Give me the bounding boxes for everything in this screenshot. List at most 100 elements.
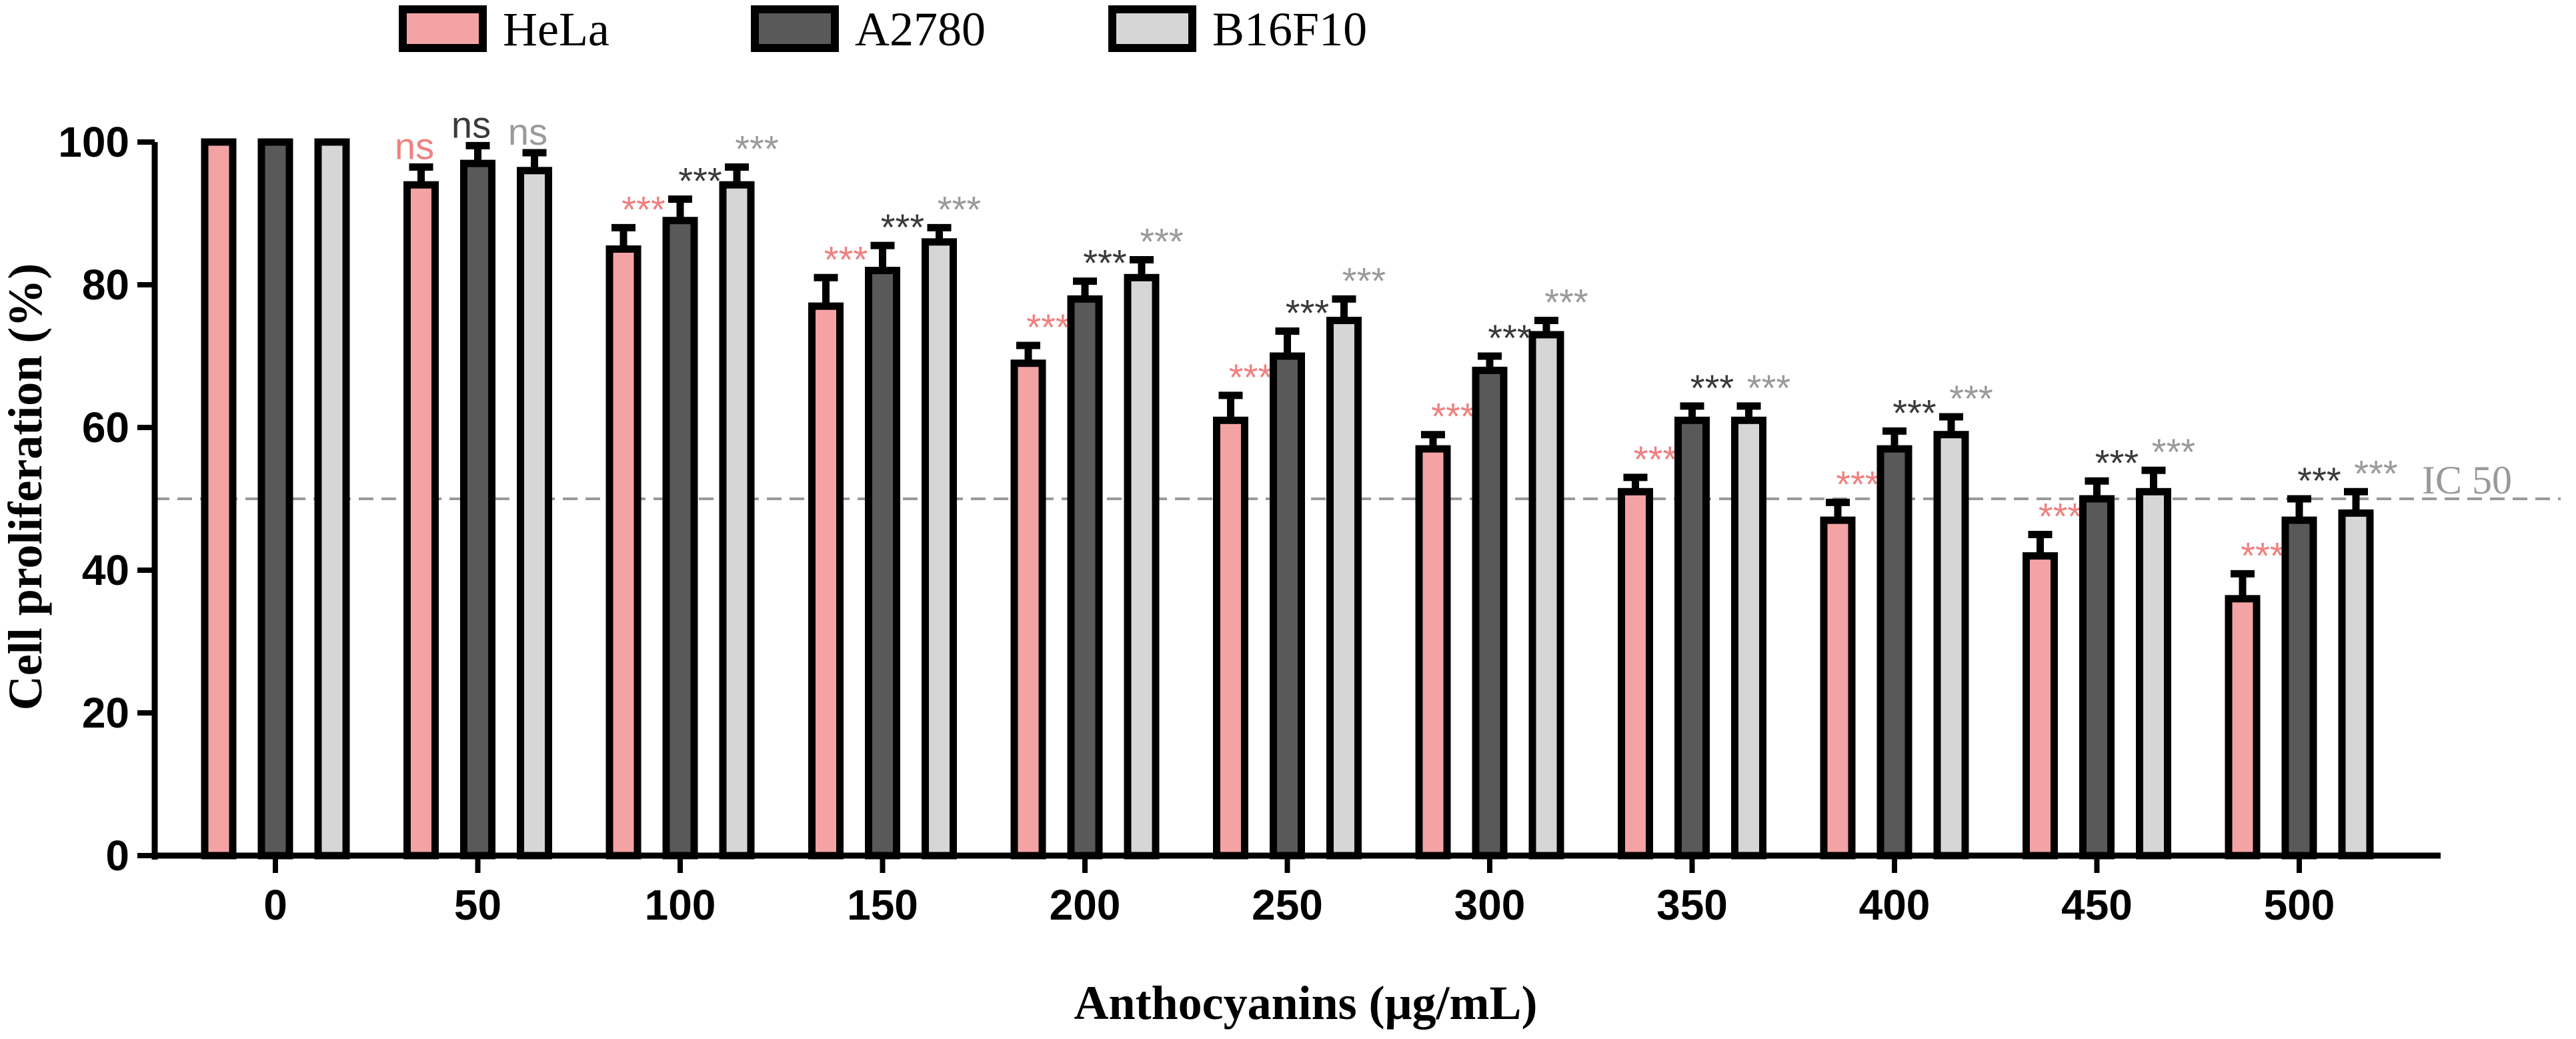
significance-a2780-300: *** <box>1488 317 1531 359</box>
legend-label-a2780: A2780 <box>855 3 986 56</box>
x-tick-label-350: 350 <box>1656 881 1728 929</box>
error-bar-a2780-400 <box>1882 427 1906 449</box>
error-bar-hela-400 <box>1826 498 1850 521</box>
error-bar-hela-250 <box>1218 391 1243 421</box>
significance-hela-300: *** <box>1431 395 1474 437</box>
legend-label-b16f10: B16F10 <box>1212 3 1367 56</box>
significance-b16f10-300: *** <box>1544 281 1588 323</box>
x-tick-label-250: 250 <box>1252 881 1323 929</box>
bar-b16f10-350 <box>1731 416 1766 860</box>
error-bar-hela-200 <box>1016 341 1040 363</box>
y-axis-title: Cell proliferation (%) <box>0 263 52 711</box>
bar-hela-300 <box>1415 445 1451 860</box>
ic50-label: IC 50 <box>2422 458 2512 502</box>
bar-b16f10-500 <box>2338 509 2374 860</box>
significance-a2780-400: *** <box>1892 391 1936 433</box>
significance-a2780-50: ns <box>451 103 491 145</box>
bar-b16f10-50 <box>517 167 552 860</box>
bar-hela-100 <box>605 245 641 860</box>
error-bar-hela-300 <box>1421 431 1445 449</box>
bar-hela-150 <box>808 302 844 860</box>
bar-hela-400 <box>1820 516 1856 860</box>
error-bar-b16f10-100 <box>725 163 749 185</box>
y-tick-label-100: 100 <box>58 118 129 166</box>
error-bar-b16f10-150 <box>927 223 952 242</box>
significance-a2780-100: *** <box>678 160 722 202</box>
significance-hela-350: *** <box>1634 438 1677 480</box>
bar-a2780-500 <box>2281 516 2317 860</box>
error-bar-b16f10-200 <box>1130 256 1154 278</box>
bar-b16f10-400 <box>1933 431 1969 860</box>
bar-b16f10-450 <box>2136 487 2171 860</box>
error-bar-b16f10-50 <box>522 149 547 171</box>
x-tick-label-400: 400 <box>1859 881 1930 929</box>
significance-hela-150: *** <box>824 238 868 280</box>
bar-hela-500 <box>2225 595 2261 860</box>
bar-b16f10-300 <box>1528 331 1564 860</box>
significance-a2780-500: *** <box>2297 459 2341 501</box>
error-bar-b16f10-350 <box>1736 402 1761 421</box>
error-bar-a2780-500 <box>2287 495 2311 521</box>
error-bar-hela-500 <box>2231 570 2255 599</box>
error-bar-hela-50 <box>409 163 433 185</box>
bar-a2780-150 <box>865 267 900 860</box>
bar-a2780-350 <box>1674 416 1710 860</box>
error-bar-b16f10-450 <box>2141 466 2166 492</box>
bar-a2780-250 <box>1270 352 1305 860</box>
significance-a2780-450: *** <box>2095 441 2139 483</box>
error-bar-a2780-250 <box>1275 327 1300 356</box>
significance-b16f10-150: *** <box>938 188 981 230</box>
error-bar-hela-450 <box>2028 531 2053 556</box>
error-bar-hela-150 <box>814 273 838 307</box>
significance-hela-500: *** <box>2241 534 2284 576</box>
significance-hela-200: *** <box>1026 306 1070 348</box>
significance-b16f10-100: *** <box>735 127 778 169</box>
significance-b16f10-350: *** <box>1747 367 1790 409</box>
bar-b16f10-0 <box>314 138 350 860</box>
legend-item-a2780: A2780 <box>751 3 986 56</box>
legend-swatch-a2780 <box>751 5 839 52</box>
legend-item-hela: HeLa <box>399 3 609 56</box>
bars-group: ns *** *** *** *** *** *** *** *** *** ns *** *** ***… <box>201 103 2398 860</box>
x-tick-label-300: 300 <box>1454 881 1526 929</box>
significance-hela-100: *** <box>621 188 665 230</box>
legend: HeLa A2780 B16F10 <box>399 3 1367 56</box>
x-tick-label-500: 500 <box>2264 881 2335 929</box>
error-bar-a2780-350 <box>1680 402 1704 421</box>
x-tick-label-50: 50 <box>454 881 501 929</box>
bar-a2780-450 <box>2079 495 2115 860</box>
significance-a2780-150: *** <box>881 206 924 248</box>
x-tick-label-150: 150 <box>847 881 918 929</box>
significance-hela-450: *** <box>2039 495 2082 538</box>
bar-a2780-400 <box>1876 445 1912 860</box>
error-bar-a2780-50 <box>465 141 490 164</box>
error-bar-b16f10-400 <box>1939 413 1963 435</box>
significance-hela-250: *** <box>1229 356 1272 398</box>
x-tick-label-0: 0 <box>263 881 287 929</box>
error-bar-a2780-100 <box>668 195 692 221</box>
y-tick-label-0: 0 <box>105 832 129 880</box>
axes: 0 20 40 60 80 100 0 50 100 150 200 250 300 350 400 450 5… <box>58 118 2441 929</box>
legend-swatch-b16f10 <box>1108 5 1196 52</box>
bar-a2780-200 <box>1067 295 1103 860</box>
bar-b16f10-100 <box>719 181 755 860</box>
error-bar-hela-350 <box>1623 473 1648 492</box>
error-bar-b16f10-250 <box>1332 295 1356 321</box>
error-bar-b16f10-300 <box>1534 317 1558 335</box>
bar-a2780-100 <box>662 217 698 860</box>
bar-hela-250 <box>1213 416 1248 860</box>
significance-hela-400: *** <box>1836 463 1879 505</box>
x-tick-label-100: 100 <box>645 881 716 929</box>
bar-b16f10-250 <box>1326 317 1362 860</box>
significance-hela-50: ns <box>395 125 434 167</box>
significance-b16f10-200: *** <box>1140 221 1183 263</box>
bar-b16f10-150 <box>922 238 957 860</box>
x-axis-title: Anthocyanins (μg/mL) <box>1074 976 1538 1030</box>
error-bar-a2780-300 <box>1478 352 1502 371</box>
bar-a2780-300 <box>1472 366 1508 860</box>
significance-a2780-200: *** <box>1083 242 1126 284</box>
legend-label-hela: HeLa <box>503 3 609 56</box>
error-bar-a2780-200 <box>1073 277 1097 299</box>
bar-hela-450 <box>2023 552 2058 860</box>
